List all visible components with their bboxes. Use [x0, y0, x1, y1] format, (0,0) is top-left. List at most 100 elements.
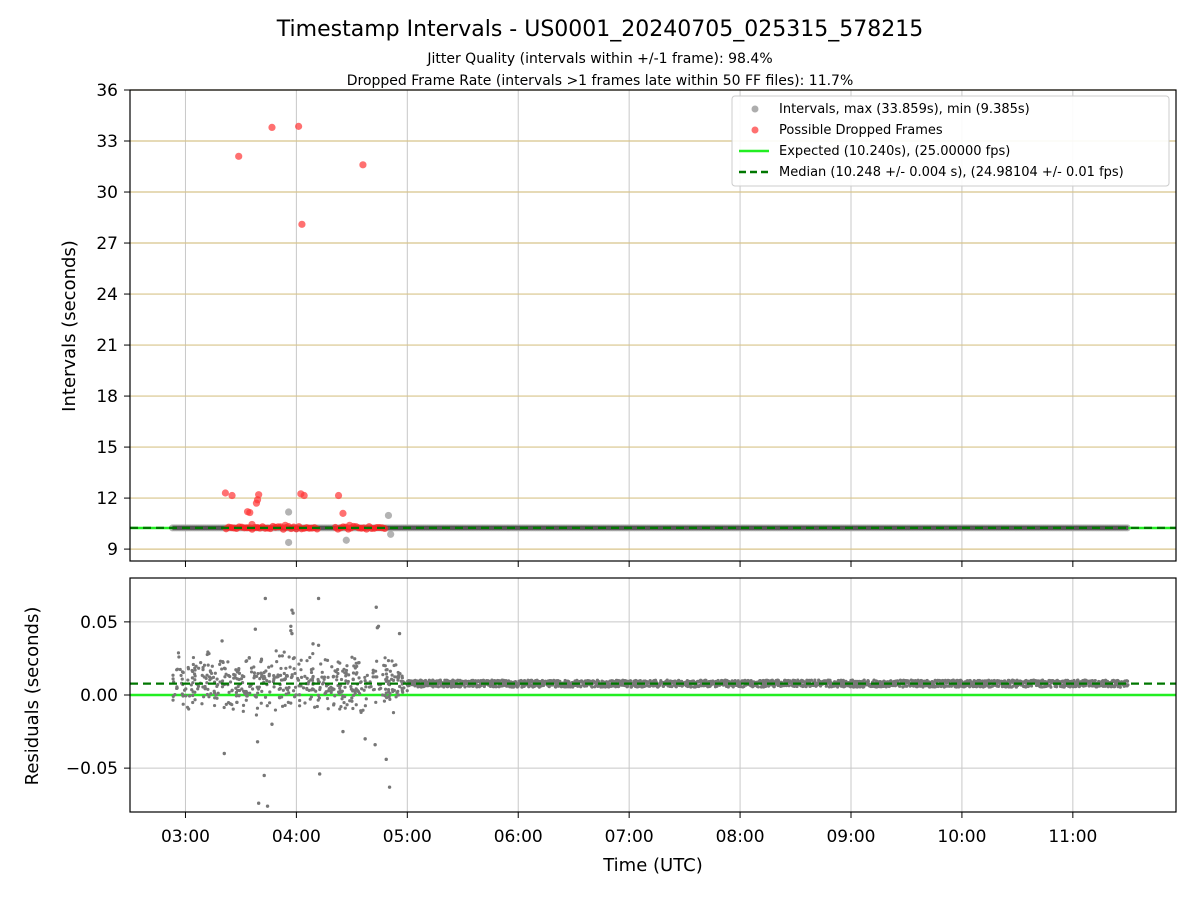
residual-point: [326, 675, 330, 679]
residual-point: [387, 694, 391, 699]
residual-point: [364, 685, 368, 689]
x-tick-label: 10:00: [937, 827, 986, 847]
residual-point: [338, 684, 343, 688]
residual-point: [233, 673, 237, 677]
residual-point: [283, 677, 287, 681]
residual-point: [303, 701, 307, 705]
residual-point: [397, 631, 402, 636]
residual-point: [396, 670, 400, 675]
residual-point: [345, 703, 349, 707]
residual-point: [344, 668, 349, 673]
residual-point: [355, 689, 360, 693]
residual-point: [289, 701, 293, 705]
residual-point: [332, 703, 336, 707]
residual-point: [263, 596, 268, 601]
residual-point: [827, 685, 831, 689]
legend-label-expected: Expected (10.240s), (25.00000 fps): [779, 144, 1010, 159]
x-tick-label: 09:00: [826, 827, 875, 847]
residual-point: [358, 680, 362, 685]
residual-point: [215, 677, 219, 681]
residual-point: [436, 685, 441, 689]
residual-point: [205, 681, 209, 685]
residual-point: [251, 687, 255, 691]
residual-point: [320, 670, 324, 674]
residual-point: [207, 695, 211, 699]
residual-point: [996, 684, 1001, 688]
residual-point: [256, 801, 261, 805]
residual-point: [235, 700, 239, 704]
residual-point: [289, 628, 293, 633]
residual-point: [331, 675, 335, 679]
residual-point: [346, 679, 350, 684]
residual-point: [340, 689, 344, 693]
residual-point: [314, 689, 318, 693]
residual-point: [351, 671, 356, 675]
residual-point: [301, 686, 306, 690]
chart-subtitle-jitter: Jitter Quality (intervals within +/-1 fr…: [426, 51, 772, 67]
residual-point: [239, 677, 244, 681]
residual-point: [386, 659, 391, 663]
dropped-frame-point: [248, 520, 256, 529]
residual-point: [343, 706, 347, 710]
residual-point: [208, 669, 212, 673]
residual-point: [244, 698, 248, 702]
residual-point: [308, 697, 312, 701]
residual-point: [252, 671, 257, 675]
residual-point: [201, 668, 205, 672]
dropped-frame-point: [246, 508, 254, 517]
residual-point: [345, 664, 349, 668]
residual-point: [305, 676, 309, 680]
residuals-plot: 0.05 0.00 −0.05 03:00 04:00 05:00 06:00 07:00 08…: [66, 577, 1177, 847]
residual-point: [226, 660, 230, 664]
residual-point: [222, 751, 226, 756]
residual-point: [341, 729, 345, 734]
residual-point: [190, 688, 194, 692]
residual-point: [1054, 685, 1059, 689]
residual-point: [384, 687, 388, 691]
residual-point: [333, 694, 337, 698]
residual-point: [220, 679, 225, 683]
residual-point: [316, 698, 320, 702]
residual-point: [218, 662, 222, 666]
residual-point: [186, 665, 190, 670]
y-tick-label: −0.05: [66, 759, 118, 779]
residual-point: [190, 676, 194, 680]
residual-point: [191, 655, 196, 660]
residual-point: [171, 673, 175, 677]
residual-point: [387, 785, 392, 789]
residual-point: [289, 624, 293, 628]
residual-point: [363, 704, 367, 708]
residual-point: [241, 709, 245, 713]
residual-point: [273, 708, 278, 712]
residual-point: [928, 685, 932, 689]
residual-point: [280, 704, 285, 708]
residual-point: [342, 700, 346, 705]
residual-point: [325, 658, 330, 662]
residual-point: [202, 663, 207, 667]
residual-point: [547, 685, 551, 689]
residual-point: [209, 692, 213, 696]
legend-label-intervals: Intervals, max (33.859s), min (9.385s): [779, 102, 1030, 117]
residual-point: [176, 651, 181, 655]
residual-point: [200, 702, 204, 706]
residual-point: [252, 676, 256, 680]
residual-point: [596, 679, 601, 684]
interval-point: [342, 536, 350, 544]
residual-point: [254, 713, 259, 717]
residual-point: [187, 694, 192, 698]
residual-point: [371, 688, 376, 692]
x-tick-label: 04:00: [272, 827, 321, 847]
dropped-frame-point: [235, 152, 243, 160]
residual-point: [862, 678, 866, 682]
residual-point: [352, 664, 356, 668]
residual-point: [355, 671, 359, 675]
x-tick-label: 08:00: [716, 827, 765, 847]
dropped-frame-point: [300, 491, 308, 500]
residual-point: [208, 678, 212, 682]
residual-point: [575, 678, 579, 682]
residual-point: [248, 691, 252, 695]
residual-point: [196, 684, 201, 689]
residual-point: [336, 660, 340, 664]
residual-point: [391, 711, 396, 715]
residual-point: [228, 674, 232, 679]
